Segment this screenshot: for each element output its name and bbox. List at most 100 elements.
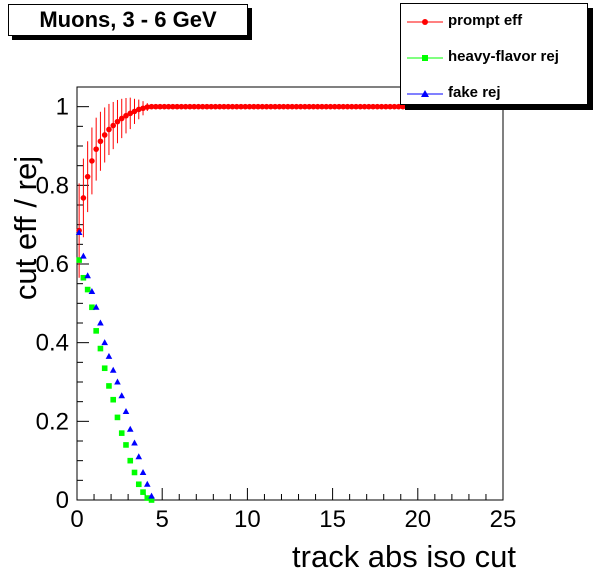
data-point (357, 103, 364, 110)
data-point (123, 112, 129, 119)
data-point (84, 286, 91, 293)
data-point (92, 303, 100, 310)
data-series (75, 97, 419, 503)
data-point (272, 103, 278, 110)
data-point (395, 103, 402, 110)
data-point (374, 103, 381, 110)
data-point (93, 146, 99, 152)
data-point (157, 103, 163, 110)
y-tick-label: 0.4 (36, 330, 69, 357)
data-point (106, 383, 112, 389)
x-tick-label: 20 (404, 506, 431, 533)
data-point (250, 103, 257, 110)
data-point (97, 138, 104, 145)
data-point (383, 103, 389, 110)
y-tick-label: 0.6 (36, 251, 69, 278)
y-tick-label: 1 (56, 94, 69, 121)
data-point (101, 339, 108, 346)
data-point (259, 103, 266, 110)
data-point (148, 497, 155, 503)
plot-border (76, 86, 504, 501)
data-point (140, 489, 146, 495)
data-point (106, 126, 112, 133)
data-point (161, 103, 168, 110)
data-point (148, 103, 155, 110)
data-point (280, 103, 287, 110)
data-point (135, 481, 142, 488)
data-point (276, 103, 283, 110)
data-point (340, 103, 347, 110)
x-tick-label: 0 (70, 506, 83, 533)
data-point (118, 430, 125, 436)
data-point (114, 414, 121, 421)
data-point (101, 365, 108, 372)
data-point (323, 103, 330, 110)
legend-label: fake rej (448, 84, 501, 101)
data-point (400, 103, 406, 110)
legend-item-heavy-flavor-rej: heavy-flavor rej (401, 46, 587, 70)
data-point (89, 158, 95, 164)
data-point (127, 110, 134, 117)
data-point (344, 103, 351, 110)
legend-item-fake-rej: fake rej (401, 82, 587, 106)
data-point (88, 288, 96, 295)
y-tick-label: 0 (56, 487, 69, 514)
data-point (80, 195, 87, 201)
data-point (327, 103, 334, 110)
data-point (348, 103, 355, 110)
data-point (153, 103, 159, 110)
data-point (101, 132, 108, 138)
y-axis-label: cut eff / rej (8, 156, 43, 300)
legend-marker-green-square-icon (407, 55, 443, 61)
data-point (123, 442, 129, 448)
data-point (174, 103, 180, 110)
data-point (140, 105, 146, 112)
series-prompt-eff (76, 97, 419, 278)
data-point (131, 439, 138, 446)
data-point (408, 103, 415, 110)
data-point (75, 229, 83, 236)
data-point (412, 103, 419, 110)
data-point (187, 103, 193, 110)
data-point (144, 104, 151, 110)
data-point (118, 392, 126, 399)
data-point (148, 492, 155, 499)
data-point (97, 345, 104, 352)
data-point (110, 396, 117, 403)
data-point (233, 103, 240, 110)
chart-title: Muons, 3 - 6 GeV (8, 4, 248, 36)
axis-ticks: 0 5 10 15 20 25 0 0.2 0.4 0.6 0.8 1 (36, 86, 517, 533)
data-point (302, 103, 308, 110)
data-point (331, 103, 338, 110)
data-point (370, 103, 376, 110)
data-point (297, 103, 304, 110)
data-point (114, 118, 121, 125)
data-point (127, 457, 134, 464)
data-point (285, 103, 291, 110)
data-point (263, 103, 270, 110)
data-point (289, 103, 295, 110)
x-tick-label: 25 (490, 506, 517, 533)
legend-label: prompt eff (448, 12, 523, 29)
data-point (126, 425, 134, 432)
y-tick-label: 0.8 (36, 172, 69, 199)
data-point (314, 103, 321, 110)
data-point (131, 108, 138, 115)
data-point (378, 103, 385, 110)
data-point (93, 328, 99, 334)
x-tick-label: 15 (319, 506, 346, 533)
data-point (366, 103, 372, 110)
data-point (229, 103, 236, 110)
data-point (84, 272, 91, 279)
data-point (114, 378, 121, 385)
legend-marker-red-circle-icon (407, 19, 443, 25)
data-point (391, 103, 398, 110)
data-point (404, 103, 410, 110)
data-point (80, 274, 87, 281)
data-point (293, 103, 300, 110)
data-point (387, 103, 393, 110)
data-point (122, 408, 130, 414)
data-point (110, 122, 117, 129)
data-point (319, 103, 325, 110)
